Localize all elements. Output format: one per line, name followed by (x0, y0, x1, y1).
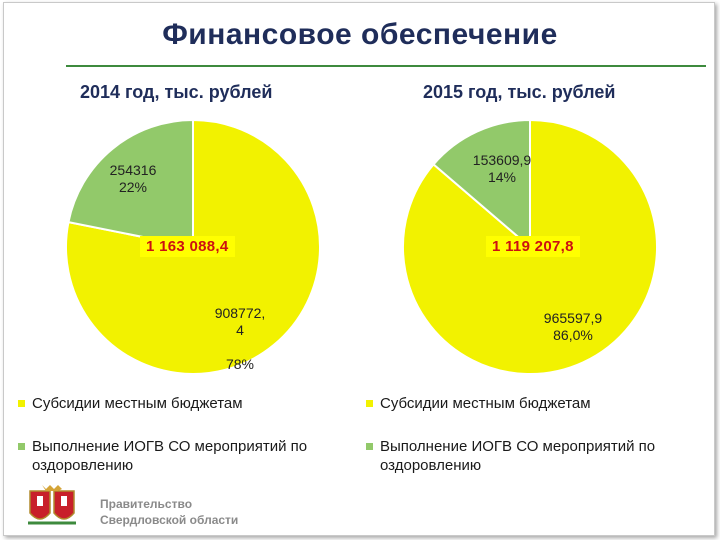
pie-2015-slice-1-value: 965597,9 (543, 310, 603, 326)
pie-2015-total: 1 119 207,8 (486, 236, 580, 257)
title-divider (66, 65, 706, 67)
pie-2015-slice-2-label: 153609,9 14% (462, 152, 542, 186)
organization-name-line-1: Правительство (100, 497, 193, 511)
legend-swatch-green (366, 443, 373, 450)
pie-2014-slice-2-label: 254316 22% (92, 162, 174, 196)
chart-2015-title: 2015 год, тыс. рублей (423, 82, 616, 102)
legend-2014-item-2: Выполнение ИОГВ СО мероприятий по оздоро… (18, 437, 362, 475)
pie-2015-slice-2-percent: 14% (487, 169, 517, 185)
pie-2014-slice-2 (67, 118, 194, 249)
pie-2014-slice-1-label: 908772, 4 78% (200, 288, 280, 390)
pie-2014-slice-1-value: 908772, 4 (214, 305, 266, 338)
organization-name: Правительство Свердловской области (100, 496, 238, 528)
legend-2015-item-1: Субсидии местным бюджетам (366, 394, 720, 413)
legend-swatch-yellow (366, 400, 373, 407)
coat-of-arms-icon (28, 485, 76, 525)
pie-2015-slice-2-value: 153609,9 (472, 152, 532, 168)
legend-swatch-yellow (18, 400, 25, 407)
pie-2015-slice-1-label: 965597,9 86,0% (530, 310, 616, 344)
pie-2014-slice-2-percent: 22% (118, 179, 148, 195)
pie-2015-slice-1-percent: 86,0% (553, 327, 593, 343)
legend-swatch-green (18, 443, 25, 450)
legend-2015-item-2: Выполнение ИОГВ СО мероприятий по оздоро… (366, 437, 720, 475)
pie-2014-slice-2-value: 254316 (109, 162, 157, 178)
chart-2014-title: 2014 год, тыс. рублей (80, 82, 273, 102)
pie-2014-total: 1 163 088,4 (140, 236, 235, 257)
legend-2014-item-1: Субсидии местным бюджетам (18, 394, 362, 413)
pie-2015-slice-2 (432, 118, 531, 250)
page-title: Финансовое обеспечение (162, 18, 558, 51)
pie-2014-slice-1-percent: 78% (225, 356, 255, 372)
organization-name-line-2: Свердловской области (100, 513, 239, 527)
slide-frame (3, 2, 715, 536)
